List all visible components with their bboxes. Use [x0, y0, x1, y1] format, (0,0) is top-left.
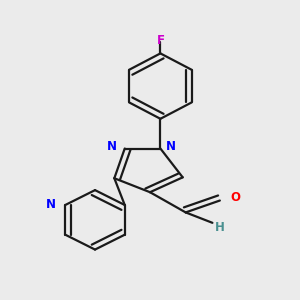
Text: O: O [230, 191, 240, 204]
Text: N: N [166, 140, 176, 153]
Text: F: F [156, 34, 164, 46]
Text: N: N [46, 199, 56, 212]
Text: H: H [215, 221, 225, 234]
Text: N: N [107, 140, 117, 153]
